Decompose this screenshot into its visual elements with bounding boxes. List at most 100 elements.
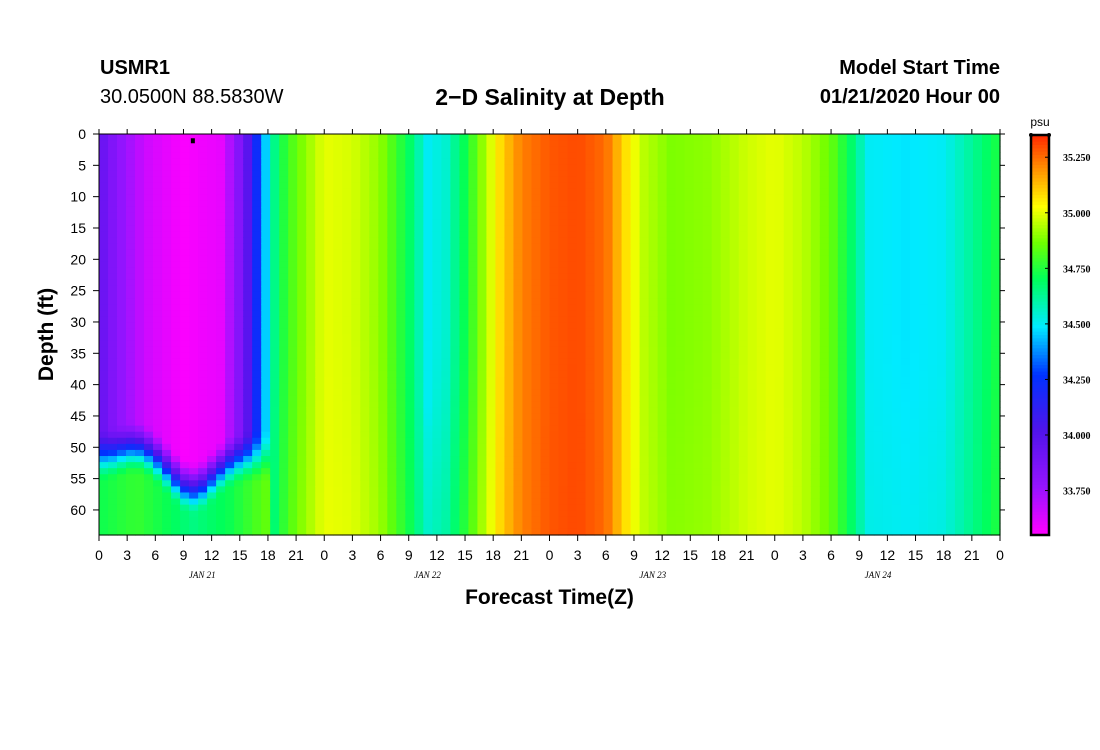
heatmap-cell: [522, 322, 533, 330]
heatmap-cell: [540, 401, 551, 409]
heatmap-cell: [405, 419, 415, 427]
heatmap-cell: [711, 407, 722, 415]
heatmap-cell: [738, 352, 749, 360]
heatmap-cell: [657, 340, 668, 348]
heatmap-cell: [549, 443, 560, 451]
heatmap-cell: [567, 267, 578, 275]
heatmap-cell: [306, 212, 316, 220]
heatmap-cell: [432, 431, 442, 439]
heatmap-cell: [288, 206, 298, 214]
heatmap-cell: [360, 298, 370, 305]
heatmap-cell: [324, 395, 334, 402]
heatmap-cell: [342, 443, 352, 451]
heatmap-cell: [405, 377, 415, 384]
heatmap-cell: [441, 364, 451, 372]
heatmap-cell: [225, 449, 235, 457]
heatmap-cell: [324, 486, 334, 494]
heatmap-cell: [207, 419, 217, 427]
heatmap-cell: [333, 279, 343, 287]
heatmap-cell: [765, 310, 776, 317]
heatmap-cell: [648, 504, 659, 512]
heatmap-cell: [270, 510, 280, 518]
heatmap-cell: [288, 170, 298, 178]
heatmap-cell: [171, 219, 181, 226]
heatmap-cell: [261, 182, 271, 190]
heatmap-cell: [306, 152, 316, 159]
heatmap-cell: [747, 134, 758, 141]
heatmap-cell: [612, 158, 623, 165]
heatmap-cell: [522, 358, 533, 366]
heatmap-cell: [657, 285, 668, 293]
heatmap-cell: [720, 431, 731, 439]
heatmap-cell: [162, 522, 172, 530]
heatmap-cell: [477, 474, 488, 481]
heatmap-cell: [774, 298, 785, 305]
heatmap-cell: [747, 340, 758, 348]
heatmap-cell: [234, 456, 244, 463]
heatmap-cell: [171, 310, 181, 317]
heatmap-cell: [261, 212, 271, 220]
heatmap-cell: [747, 249, 758, 257]
heatmap-cell: [342, 522, 352, 530]
heatmap-cell: [459, 462, 470, 469]
heatmap-cell: [288, 395, 298, 402]
heatmap-cell: [612, 492, 623, 500]
heatmap-cell: [486, 188, 497, 196]
heatmap-cell: [621, 194, 632, 202]
heatmap-cell: [504, 237, 515, 244]
heatmap-cell: [117, 243, 127, 251]
heatmap-cell: [360, 200, 370, 208]
heatmap-cell: [648, 231, 659, 238]
heatmap-cell: [162, 182, 172, 190]
heatmap-cell: [135, 401, 145, 409]
heatmap-cell: [540, 188, 551, 196]
heatmap-cell: [297, 401, 307, 409]
heatmap-cell: [180, 462, 190, 469]
heatmap-cell: [558, 504, 569, 512]
heatmap-cell: [657, 449, 668, 457]
heatmap-cell: [144, 152, 154, 159]
heatmap-cell: [387, 431, 397, 439]
heatmap-cell: [333, 231, 343, 238]
heatmap-cell: [126, 200, 136, 208]
heatmap-cell: [117, 498, 127, 506]
heatmap-cell: [729, 249, 740, 257]
heatmap-cell: [603, 182, 614, 190]
heatmap-cell: [252, 407, 262, 415]
heatmap-cell: [513, 255, 524, 263]
heatmap-cell: [99, 212, 109, 220]
heatmap-cell: [153, 346, 163, 354]
heatmap-cell: [180, 492, 190, 500]
heatmap-cell: [603, 146, 614, 153]
heatmap-cell: [495, 170, 506, 178]
heatmap-cell: [657, 328, 668, 336]
heatmap-cell: [198, 206, 208, 214]
heatmap-cell: [288, 176, 298, 184]
heatmap-cell: [594, 468, 605, 475]
heatmap-cell: [468, 176, 479, 184]
heatmap-cell: [657, 158, 668, 165]
heatmap-cell: [396, 225, 406, 232]
heatmap-cell: [306, 261, 316, 269]
heatmap-cell: [144, 182, 154, 190]
heatmap-cell: [756, 285, 767, 293]
heatmap-cell: [585, 389, 596, 396]
heatmap-cell: [108, 346, 118, 354]
heatmap-cell: [432, 188, 442, 196]
heatmap-cell: [252, 522, 262, 530]
heatmap-cell: [693, 401, 704, 409]
heatmap-cell: [99, 504, 109, 512]
heatmap-cell: [639, 474, 650, 481]
heatmap-cell: [531, 456, 542, 463]
heatmap-cell: [207, 358, 217, 366]
heatmap-cell: [666, 164, 677, 172]
heatmap-cell: [441, 212, 451, 220]
heatmap-cell: [108, 437, 118, 445]
heatmap-cell: [432, 134, 442, 141]
heatmap-cell: [306, 316, 316, 323]
heatmap-cell: [540, 456, 551, 463]
heatmap-cell: [360, 249, 370, 257]
heatmap-cell: [396, 310, 406, 317]
heatmap-cell: [459, 352, 470, 360]
heatmap-cell: [261, 298, 271, 305]
